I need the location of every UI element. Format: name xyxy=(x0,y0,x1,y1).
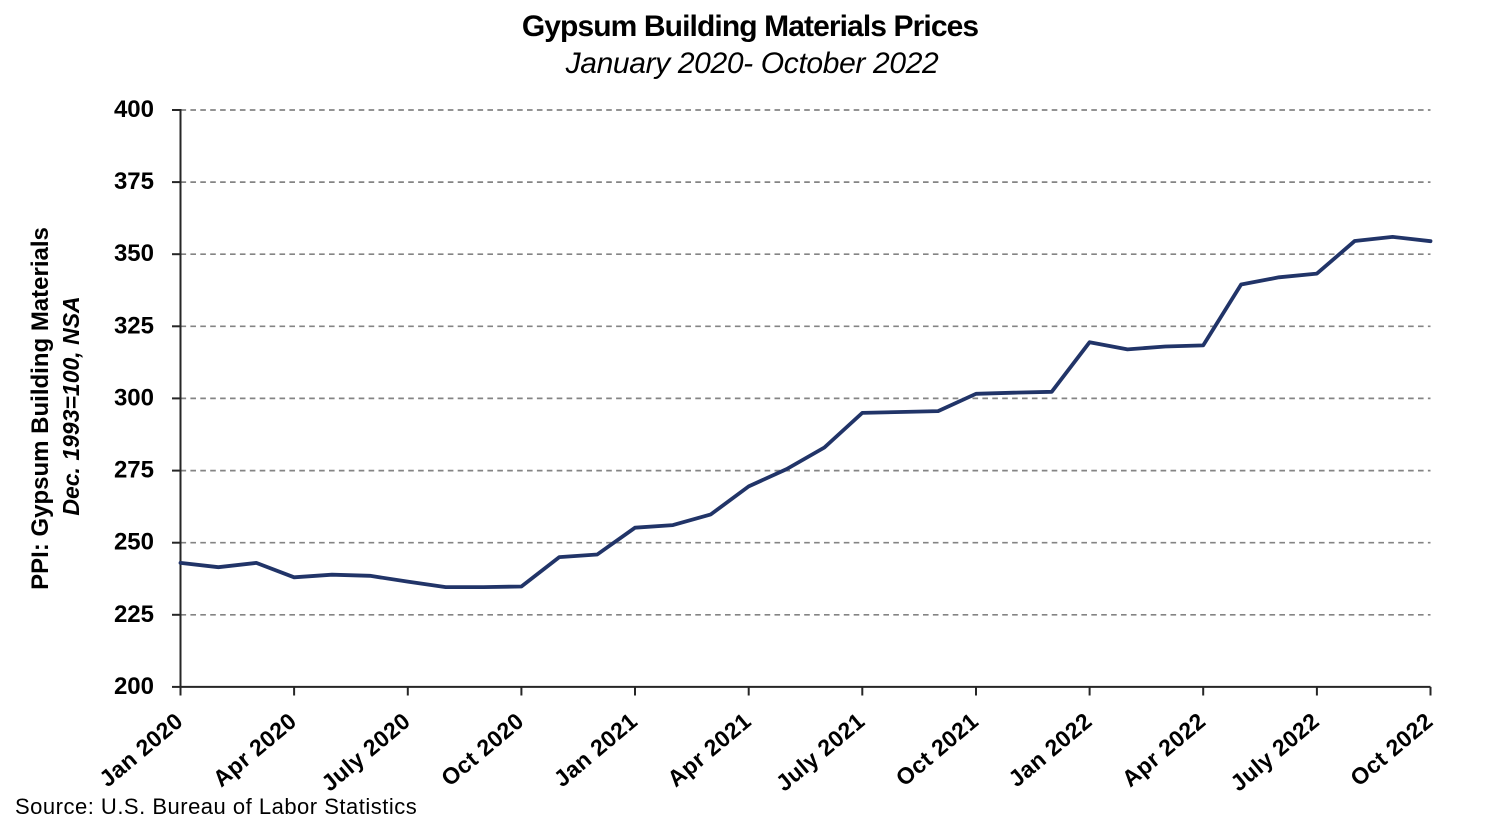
svg-text:325: 325 xyxy=(114,312,154,339)
svg-text:350: 350 xyxy=(114,240,154,267)
svg-text:Source: U.S. Bureau of Labor S: Source: U.S. Bureau of Labor Statistics xyxy=(15,794,417,819)
svg-text:250: 250 xyxy=(114,529,154,556)
svg-text:225: 225 xyxy=(114,601,154,628)
svg-text:January 2020- October 2022: January 2020- October 2022 xyxy=(565,47,939,80)
svg-text:PPI: Gypsum Building Materials: PPI: Gypsum Building Materials xyxy=(27,227,54,590)
svg-text:300: 300 xyxy=(114,384,154,411)
svg-text:Dec. 1993=100, NSA: Dec. 1993=100, NSA xyxy=(58,296,84,515)
svg-text:200: 200 xyxy=(114,673,154,700)
svg-text:375: 375 xyxy=(114,168,154,195)
svg-text:Gypsum Building Materials Pric: Gypsum Building Materials Prices xyxy=(522,10,979,43)
svg-text:275: 275 xyxy=(114,457,154,484)
svg-text:400: 400 xyxy=(114,96,154,123)
